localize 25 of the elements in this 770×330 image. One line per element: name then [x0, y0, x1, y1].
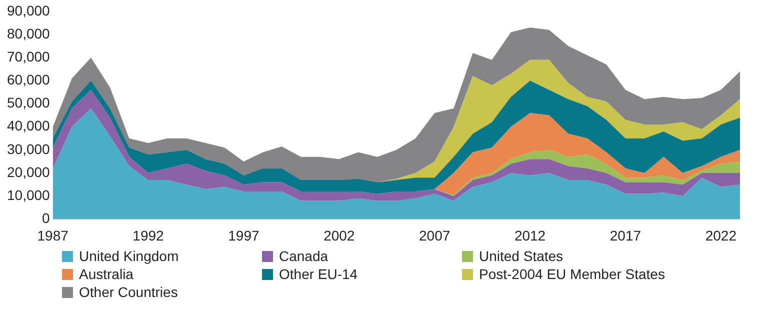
y-tick-label: 90,000: [6, 2, 50, 18]
y-tick-label: 10,000: [6, 186, 50, 203]
y-tick-label: 20,000: [6, 164, 50, 180]
x-tick-label: 2017: [610, 227, 642, 244]
x-tick-label: 1992: [132, 227, 164, 244]
legend-label: Other EU-14: [279, 266, 358, 282]
legend-label: Australia: [79, 266, 134, 282]
y-tick-label: 60,000: [6, 72, 50, 88]
y-tick-label: 50,000: [6, 94, 50, 111]
legend-label: Canada: [279, 248, 328, 264]
x-tick-label: 1987: [37, 227, 69, 244]
y-tick-label: 40,000: [6, 118, 50, 134]
legend-label: United States: [479, 248, 564, 264]
y-tick-label: 70,000: [6, 48, 50, 64]
y-tick-label: 30,000: [6, 140, 50, 157]
x-tick-label: 1997: [228, 227, 260, 244]
x-tick-label: 2007: [419, 227, 450, 244]
x-tick-label: 2002: [324, 227, 355, 244]
y-tick-label: 0: [42, 210, 50, 226]
y-tick-label: 80,000: [6, 25, 50, 42]
x-tick-label: 2012: [514, 227, 546, 244]
x-tick-label: 2022: [705, 227, 737, 244]
legend-label: Post-2004 EU Member States: [479, 266, 665, 282]
legend-label: Other Countries: [79, 284, 178, 300]
legend-label: United Kingdom: [79, 248, 179, 264]
